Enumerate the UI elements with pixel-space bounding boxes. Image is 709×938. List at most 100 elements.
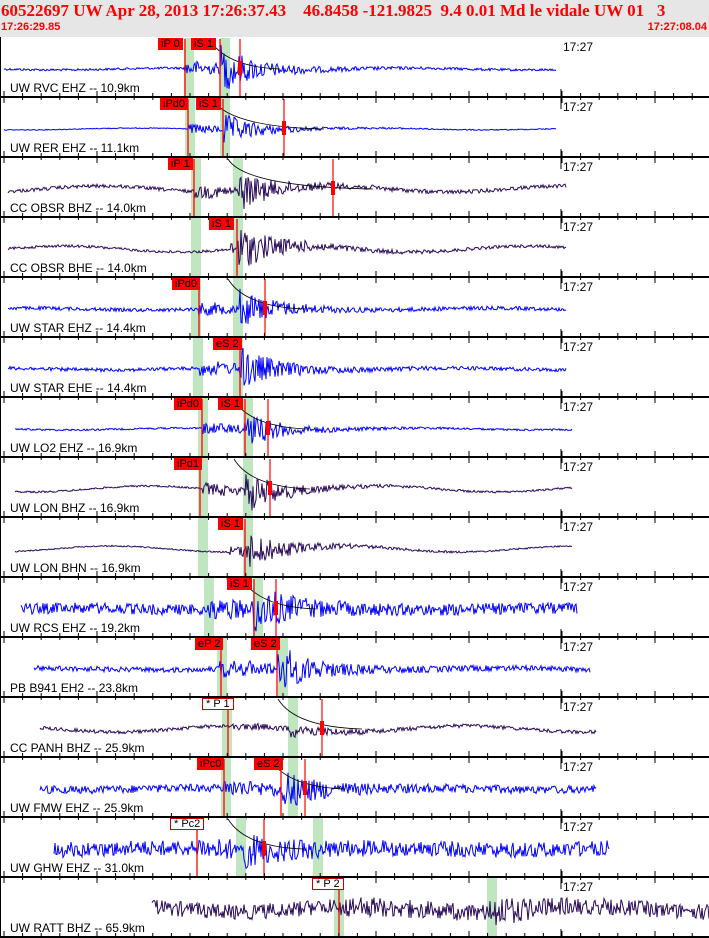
pick-window <box>313 818 323 877</box>
trace-panel[interactable] <box>0 638 709 709</box>
coda-marker-box <box>320 721 324 735</box>
coda-fit-curve <box>227 818 305 850</box>
station-label: UW STAR EHZ -- 14.4km <box>10 321 146 335</box>
pick-window <box>191 158 201 217</box>
phase-pick-label[interactable]: iS 1 <box>218 398 243 410</box>
phase-pick-label[interactable]: eS 2 <box>254 758 283 770</box>
pick-window <box>233 278 243 337</box>
waveform-trace <box>3 44 557 89</box>
phase-pick-label[interactable]: eP 2 <box>195 638 224 650</box>
trace-panel[interactable] <box>0 218 709 289</box>
phase-pick-label[interactable]: iPd1 <box>174 458 203 470</box>
coda-fit-curve <box>227 278 306 310</box>
trace-panel[interactable] <box>0 458 709 529</box>
station-label: PB B941 EH2 -- 23.8km <box>10 681 139 695</box>
waveform-trace <box>3 114 557 143</box>
station-label: CC OBSR BHE -- 14.0km <box>10 261 147 275</box>
minute-label: 17:27 <box>563 400 594 414</box>
station-label: UW GHW EHZ -- 31.0km <box>10 861 144 875</box>
minute-label: 17:27 <box>563 280 594 294</box>
trace-panel[interactable] <box>0 38 709 109</box>
coda-fit-curve <box>233 458 311 490</box>
pick-window <box>198 518 208 577</box>
trace-panel[interactable] <box>0 518 709 589</box>
phase-pick-label[interactable]: * P 1 <box>202 698 234 710</box>
station-label: CC OBSR BHZ -- 14.0km <box>10 201 147 215</box>
trace-panel[interactable] <box>0 878 709 938</box>
minute-label: 17:27 <box>563 700 594 714</box>
waveform-trace <box>53 834 610 870</box>
coda-marker-box <box>268 481 272 495</box>
pick-window <box>193 338 203 397</box>
pick-window <box>198 398 208 457</box>
coda-marker-box <box>262 841 266 855</box>
waveform-trace <box>20 591 578 632</box>
waveform-trace <box>7 230 567 266</box>
phase-pick-label[interactable]: iPd0 <box>174 398 203 410</box>
pick-window <box>204 578 214 637</box>
minute-label: 17:27 <box>563 760 594 774</box>
coda-fit-curve <box>227 158 374 190</box>
phase-pick-label[interactable]: iS 1 <box>227 578 252 590</box>
waveform-trace <box>39 722 597 739</box>
trace-panel[interactable] <box>0 698 709 769</box>
phase-pick-label[interactable]: iPd0 <box>160 98 189 110</box>
minute-label: 17:27 <box>563 820 594 834</box>
station-label: CC PANH BHZ -- 25.9km <box>10 741 145 755</box>
phase-pick-label[interactable]: eS 2 <box>251 638 280 650</box>
waveform-trace <box>7 288 567 324</box>
trace-panel[interactable] <box>0 758 709 829</box>
minute-label: 17:27 <box>563 640 594 654</box>
pick-window <box>191 218 201 277</box>
event-header: 60522697 UW Apr 28, 2013 17:26:37.43 46.… <box>0 0 709 37</box>
phase-pick-label[interactable]: iPd0 <box>172 278 201 290</box>
station-label: UW RATT BHZ -- 65.9km <box>10 921 145 935</box>
station-label: UW LO2 EHZ -- 16.9km <box>10 441 138 455</box>
pick-window <box>233 158 243 217</box>
minute-label: 17:27 <box>563 580 594 594</box>
coda-marker-box <box>282 121 286 135</box>
trace-panel[interactable] <box>0 578 709 649</box>
waveform-trace <box>7 347 567 386</box>
minute-label: 17:27 <box>563 520 594 534</box>
waveform-trace <box>33 650 591 688</box>
station-label: UW RCS EHZ -- 19.2km <box>10 621 141 635</box>
pick-window <box>191 278 201 337</box>
station-label: UW FMW EHZ -- 25.9km <box>10 801 144 815</box>
phase-pick-label[interactable]: iS 1 <box>196 98 221 110</box>
trace-panel[interactable] <box>0 278 709 349</box>
phase-pick-label[interactable]: * Pc2 <box>170 818 205 830</box>
phase-pick-label[interactable]: iPc0 <box>197 758 225 770</box>
phase-pick-label[interactable]: iP 0 <box>158 38 183 50</box>
phase-pick-label[interactable]: iS 1 <box>218 518 243 530</box>
phase-pick-label[interactable]: eS 2 <box>213 338 242 350</box>
waveform-trace <box>7 176 567 210</box>
trace-panel[interactable] <box>0 158 709 229</box>
minute-label: 17:27 <box>563 340 594 354</box>
phase-pick-label[interactable]: iS 1 <box>191 38 216 50</box>
minute-label: 17:27 <box>563 40 594 54</box>
phase-pick-label[interactable]: iS 1 <box>209 218 234 230</box>
station-label: UW STAR EHE -- 14.4km <box>10 381 147 395</box>
phase-pick-label[interactable]: * P 2 <box>312 878 344 890</box>
phase-pick-label[interactable]: iP 1 <box>168 158 193 170</box>
event-title: 60522697 UW Apr 28, 2013 17:26:37.43 46.… <box>1 1 666 20</box>
pick-window <box>487 878 497 937</box>
minute-label: 17:27 <box>563 220 594 234</box>
minute-label: 17:27 <box>563 460 594 474</box>
minute-label: 17:27 <box>563 100 594 114</box>
waveform-trace <box>14 535 573 567</box>
pick-window <box>198 458 208 517</box>
station-label: UW LON BHZ -- 16.9km <box>10 501 140 515</box>
coda-fit-curve <box>277 698 363 730</box>
pick-window <box>288 698 298 757</box>
trace-panel[interactable] <box>0 398 709 469</box>
trace-panel[interactable] <box>0 818 709 889</box>
trace-panel[interactable] <box>0 338 709 409</box>
pick-window <box>220 38 230 97</box>
coda-marker-box <box>266 421 270 435</box>
waveform-plot[interactable] <box>0 37 709 938</box>
trace-panel[interactable] <box>0 98 709 169</box>
waveform-trace <box>39 772 597 806</box>
